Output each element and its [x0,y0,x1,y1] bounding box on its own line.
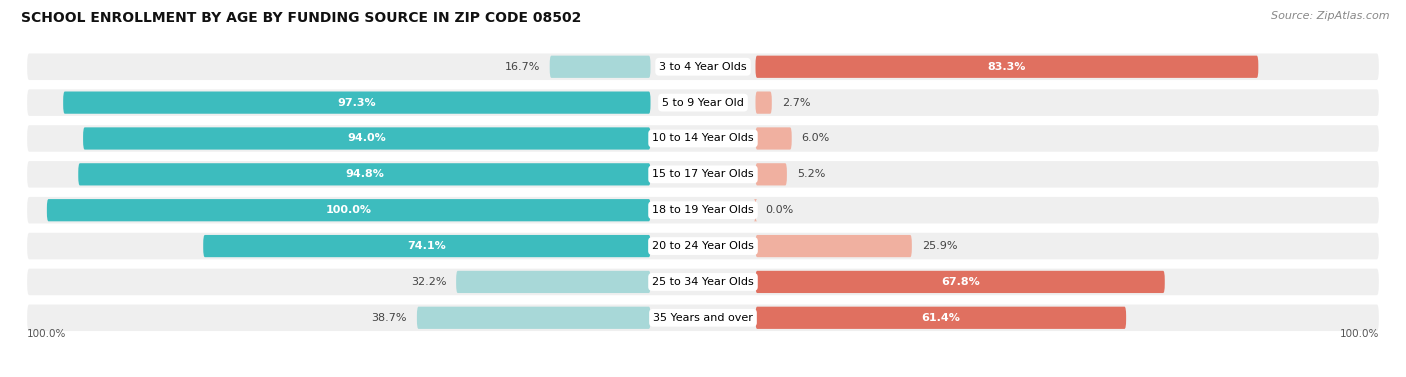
Text: 15 to 17 Year Olds: 15 to 17 Year Olds [652,169,754,179]
Text: 18 to 19 Year Olds: 18 to 19 Year Olds [652,205,754,215]
FancyBboxPatch shape [27,305,1379,331]
FancyBboxPatch shape [27,269,1379,295]
Text: SCHOOL ENROLLMENT BY AGE BY FUNDING SOURCE IN ZIP CODE 08502: SCHOOL ENROLLMENT BY AGE BY FUNDING SOUR… [21,11,582,25]
FancyBboxPatch shape [755,307,1126,329]
Text: 94.0%: 94.0% [347,133,387,144]
Text: 5.2%: 5.2% [797,169,825,179]
FancyBboxPatch shape [755,56,1258,78]
FancyBboxPatch shape [550,56,651,78]
Text: 10 to 14 Year Olds: 10 to 14 Year Olds [652,133,754,144]
Text: 3 to 4 Year Olds: 3 to 4 Year Olds [659,62,747,72]
FancyBboxPatch shape [755,271,1164,293]
Text: 5 to 9 Year Old: 5 to 9 Year Old [662,98,744,107]
FancyBboxPatch shape [27,233,1379,259]
Text: 67.8%: 67.8% [941,277,980,287]
Text: 74.1%: 74.1% [408,241,446,251]
Legend: Public School, Private School: Public School, Private School [585,375,821,377]
FancyBboxPatch shape [755,235,912,257]
Text: 25.9%: 25.9% [922,241,957,251]
FancyBboxPatch shape [27,161,1379,188]
Text: 2.7%: 2.7% [782,98,810,107]
Text: 97.3%: 97.3% [337,98,377,107]
FancyBboxPatch shape [27,197,1379,224]
Text: 35 Years and over: 35 Years and over [652,313,754,323]
FancyBboxPatch shape [755,163,787,185]
FancyBboxPatch shape [755,127,792,150]
FancyBboxPatch shape [83,127,651,150]
Text: 32.2%: 32.2% [411,277,446,287]
Text: 83.3%: 83.3% [988,62,1026,72]
FancyBboxPatch shape [79,163,651,185]
FancyBboxPatch shape [754,199,756,221]
Text: 6.0%: 6.0% [801,133,830,144]
Text: 25 to 34 Year Olds: 25 to 34 Year Olds [652,277,754,287]
FancyBboxPatch shape [46,199,651,221]
FancyBboxPatch shape [27,54,1379,80]
Text: Source: ZipAtlas.com: Source: ZipAtlas.com [1271,11,1389,21]
Text: 61.4%: 61.4% [921,313,960,323]
Text: 20 to 24 Year Olds: 20 to 24 Year Olds [652,241,754,251]
Text: 100.0%: 100.0% [326,205,371,215]
FancyBboxPatch shape [755,92,772,114]
Text: 38.7%: 38.7% [371,313,408,323]
Text: 100.0%: 100.0% [1340,329,1379,339]
FancyBboxPatch shape [418,307,651,329]
Text: 16.7%: 16.7% [505,62,540,72]
Text: 100.0%: 100.0% [27,329,66,339]
FancyBboxPatch shape [204,235,651,257]
Text: 94.8%: 94.8% [344,169,384,179]
FancyBboxPatch shape [456,271,651,293]
FancyBboxPatch shape [27,125,1379,152]
FancyBboxPatch shape [27,89,1379,116]
Text: 0.0%: 0.0% [765,205,793,215]
FancyBboxPatch shape [63,92,651,114]
